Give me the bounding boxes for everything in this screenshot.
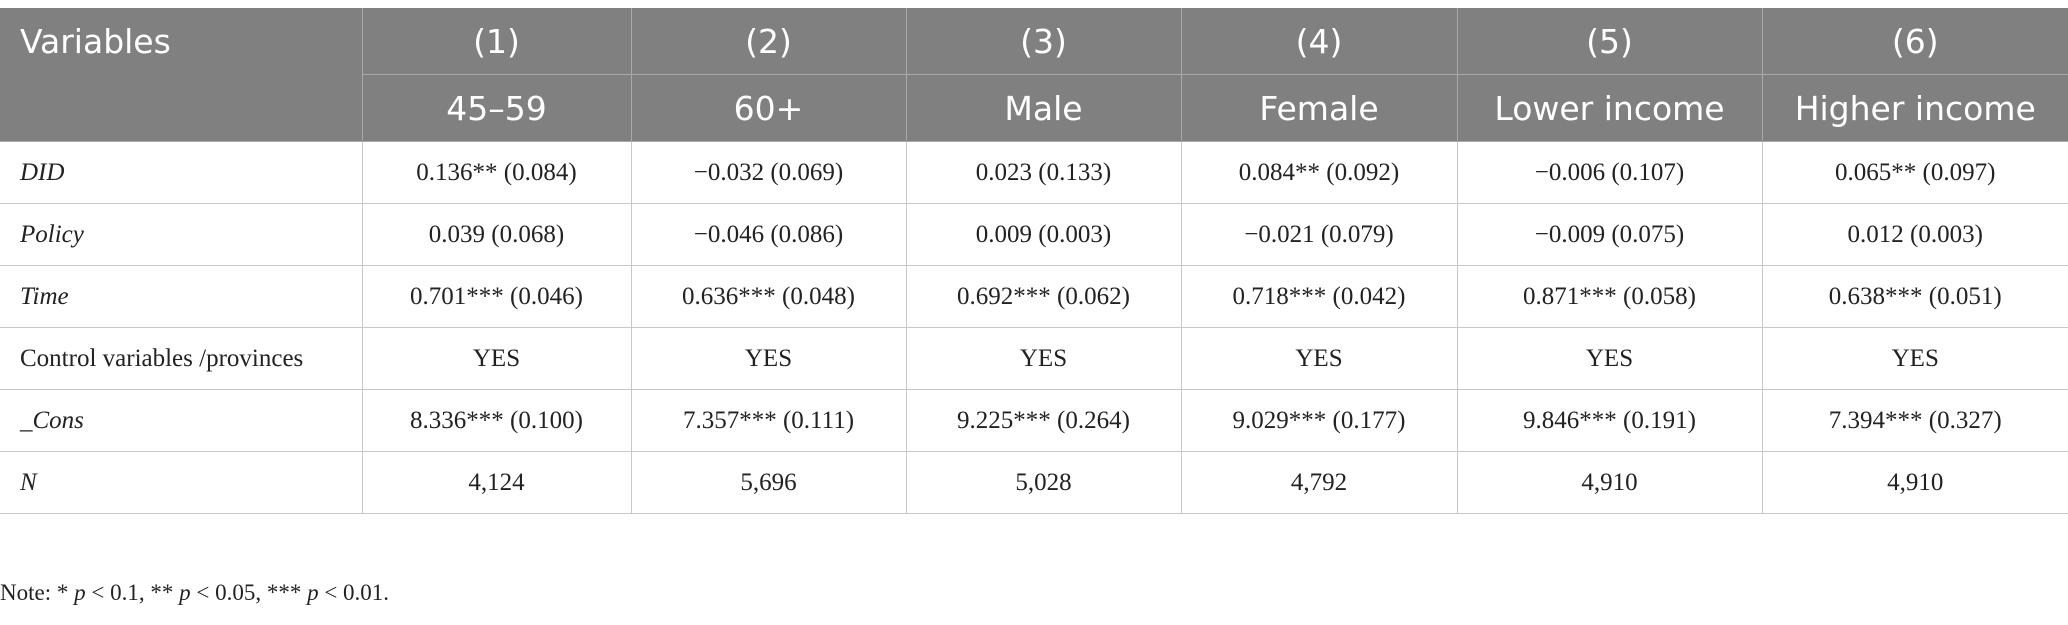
column-group-2: 60+ [631,74,907,142]
table-cell: −0.032 (0.069) [631,141,907,204]
table-row: Policy 0.039 (0.068) −0.046 (0.086) 0.009 (… [0,203,2068,266]
table-cell: YES [1181,327,1458,390]
column-number-6: (6) [1762,8,2068,75]
table-cell: 0.009 (0.003) [906,203,1182,266]
column-group-1: 45–59 [362,74,632,142]
table-header: Variables (1) (2) (3) (4) (5) (6) 45–59 … [0,8,2068,142]
note-threshold-2: < 0.05, *** [190,580,308,605]
regression-table: Variables (1) (2) (3) (4) (5) (6) 45–59 … [0,8,2068,514]
table-row: N 4,124 5,696 5,028 4,792 4,910 4,910 [0,451,2068,514]
table-cell: 8.336*** (0.100) [362,389,632,452]
table-cell: 0.136** (0.084) [362,141,632,204]
table-cell: 0.012 (0.003) [1762,203,2068,266]
table-row: _Cons 8.336*** (0.100) 7.357*** (0.111) 9.2… [0,389,2068,452]
column-number-2: (2) [631,8,907,75]
table-cell: 0.718*** (0.042) [1181,265,1458,328]
note-threshold-3: < 0.01. [318,580,390,605]
table-cell: −0.009 (0.075) [1457,203,1763,266]
table-cell: 4,910 [1457,451,1763,514]
table-cell: −0.021 (0.079) [1181,203,1458,266]
table-cell: 0.636*** (0.048) [631,265,907,328]
table-cell: 0.638*** (0.051) [1762,265,2068,328]
header-row-numbers: Variables (1) (2) (3) (4) (5) (6) [0,8,2068,142]
column-group-5: Lower income [1457,74,1763,142]
table-cell: 0.039 (0.068) [362,203,632,266]
note-p-3: p [307,580,319,605]
column-number-3: (3) [906,8,1182,75]
table-row: DID 0.136** (0.084) −0.032 (0.069) 0.023 (0… [0,141,2068,204]
table-cell: −0.006 (0.107) [1457,141,1763,204]
table-cell: 4,124 [362,451,632,514]
table-cell: 0.084** (0.092) [1181,141,1458,204]
column-group-6: Higher income [1762,74,2068,142]
table-row: Time 0.701*** (0.046) 0.636*** (0.048) 0.69… [0,265,2068,328]
table-cell: YES [362,327,632,390]
table-cell: 0.701*** (0.046) [362,265,632,328]
table-body: DID 0.136** (0.084) −0.032 (0.069) 0.023 (0… [0,141,2068,514]
table-cell: YES [906,327,1182,390]
table-cell: 9.225*** (0.264) [906,389,1182,452]
table-cell: 5,696 [631,451,907,514]
table-cell: 7.357*** (0.111) [631,389,907,452]
table-cell: 5,028 [906,451,1182,514]
note-threshold-1: < 0.1, ** [85,580,180,605]
table-cell: YES [1762,327,2068,390]
row-label: N [0,451,363,514]
table-row: Control variables /provinces YES YES YES YES… [0,327,2068,390]
column-group-3: Male [906,74,1182,142]
table-cell: 4,792 [1181,451,1458,514]
table-cell: 9.846*** (0.191) [1457,389,1763,452]
table-cell: −0.046 (0.086) [631,203,907,266]
table-cell: 0.871*** (0.058) [1457,265,1763,328]
note-p-2: p [179,580,191,605]
row-label: DID [0,141,363,204]
column-number-1: (1) [362,8,632,75]
row-label: Time [0,265,363,328]
column-group-4: Female [1181,74,1458,142]
table-cell: 4,910 [1762,451,2068,514]
table-cell: 7.394*** (0.327) [1762,389,2068,452]
note-prefix: Note: * [0,580,75,605]
table-cell: 0.692*** (0.062) [906,265,1182,328]
table-cell: YES [631,327,907,390]
column-number-4: (4) [1181,8,1458,75]
column-number-5: (5) [1457,8,1763,75]
table-note: Note: * p < 0.1, ** p < 0.05, *** p < 0.… [0,580,389,606]
header-row-groups: 45–59 60+ Male Female Lower income Highe… [0,74,2068,142]
row-label: _Cons [0,389,363,452]
table-cell: 9.029*** (0.177) [1181,389,1458,452]
table-cell: 0.065** (0.097) [1762,141,2068,204]
table-cell: 0.023 (0.133) [906,141,1182,204]
note-p-1: p [74,580,86,605]
row-label: Control variables /provinces [0,327,363,390]
row-label: Policy [0,203,363,266]
variables-header: Variables [0,8,363,142]
table-cell: YES [1457,327,1763,390]
